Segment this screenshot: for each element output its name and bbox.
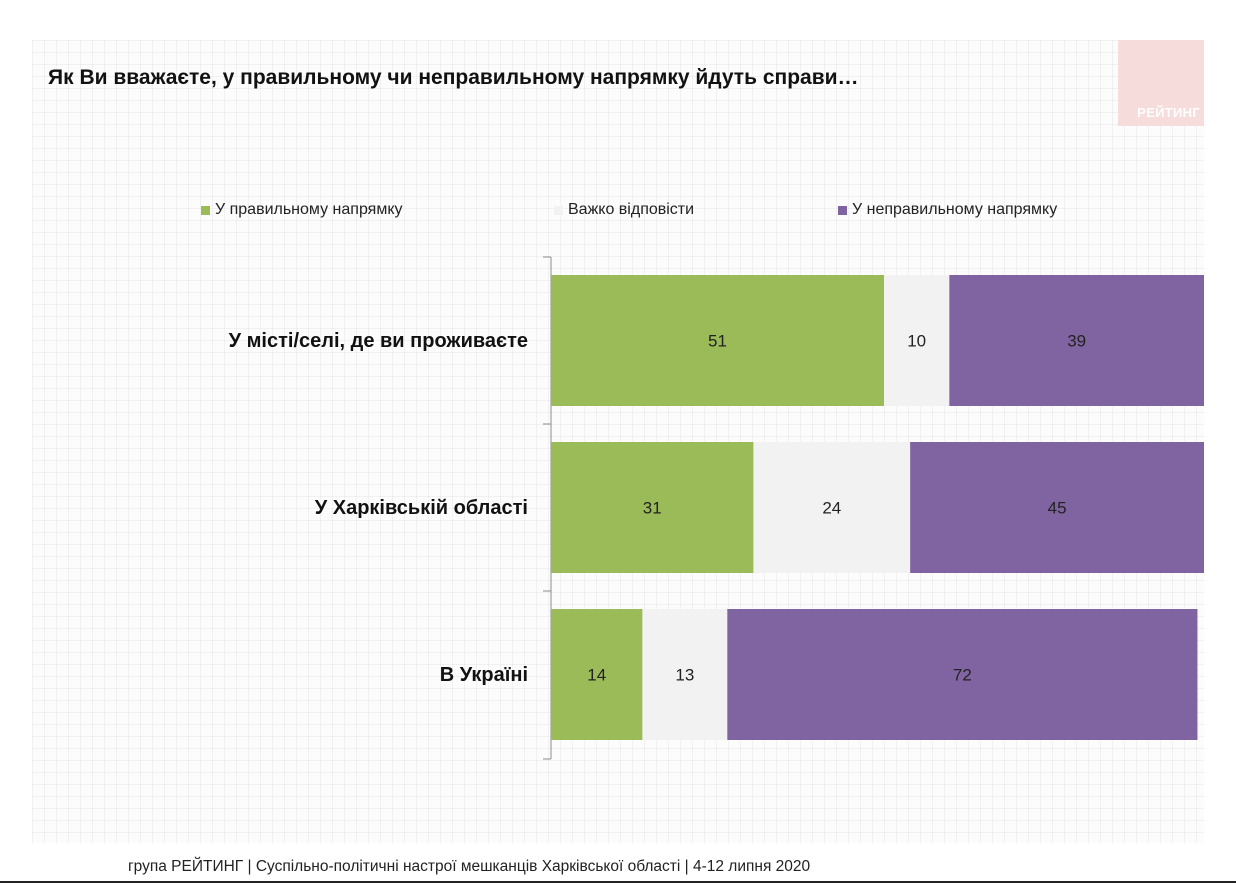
- data-label-wrong-1: 45: [1048, 499, 1067, 518]
- category-label-region: У Харківській області: [314, 497, 528, 519]
- bar-hard-0: [884, 275, 950, 406]
- bar-correct-0: [551, 275, 885, 406]
- bar-hard-2: [642, 609, 728, 740]
- legend-label-hard: Важко відповісти: [568, 201, 695, 218]
- legend-label-correct: У правильному напрямку: [215, 201, 403, 218]
- legend-item-correct: У правильному напрямку: [201, 201, 403, 219]
- bar-wrong-1: [910, 442, 1204, 573]
- chart-background: [32, 40, 1204, 843]
- footer-text: група РЕЙТИНГ | Суспільно-політичні наст…: [128, 858, 811, 875]
- data-label-wrong-0: 39: [1067, 332, 1086, 351]
- legend-item-wrong: У неправильному напрямку: [838, 201, 1057, 219]
- data-label-hard-2: 13: [675, 666, 694, 685]
- bar-wrong-2: [727, 609, 1198, 740]
- bar-correct-2: [551, 609, 643, 740]
- bar-correct-1: [551, 442, 754, 573]
- footer-divider: [0, 881, 1236, 883]
- chart-title: Як Ви вважаєте, у правильному чи неправи…: [48, 66, 859, 89]
- data-label-correct-0: 51: [708, 332, 727, 351]
- data-label-wrong-2: 72: [953, 666, 972, 685]
- data-label-hard-0: 10: [907, 332, 926, 351]
- data-label-correct-1: 31: [643, 499, 662, 518]
- rating-logo: РЕЙТИНГ: [1118, 40, 1204, 126]
- bar-wrong-0: [949, 275, 1204, 406]
- data-label-correct-2: 14: [587, 666, 606, 685]
- category-label-city: У місті/селі, де ви проживаєте: [228, 330, 528, 352]
- legend-item-hard: Важко відповісти: [554, 201, 694, 219]
- data-label-hard-1: 24: [822, 499, 841, 518]
- logo-text: РЕЙТИНГ: [1137, 105, 1200, 120]
- bar-hard-1: [753, 442, 911, 573]
- legend-swatch-wrong: [838, 205, 847, 215]
- category-label-ukraine: В Україні: [439, 664, 528, 686]
- legend-swatch-hard: [554, 205, 563, 215]
- legend-swatch-correct: [201, 205, 210, 215]
- legend-label-wrong: У неправильному напрямку: [852, 201, 1058, 218]
